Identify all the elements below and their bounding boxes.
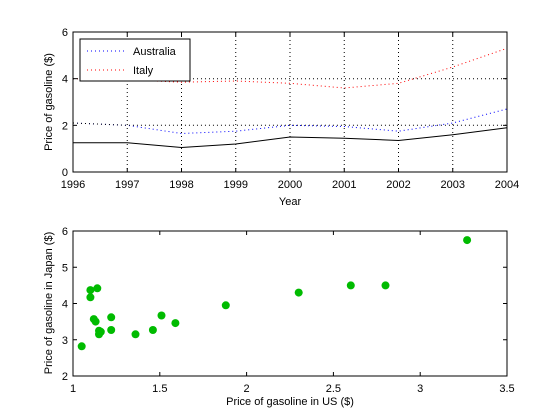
x-tick-label: 2003 [441,179,465,191]
y-tick-label: 6 [62,27,68,39]
line-chart-ylabel: Price of gasoline ($) [43,53,55,151]
scatter-point [93,284,102,293]
x-tick-label: 2000 [278,179,302,191]
x-tick-label: 1998 [169,179,193,191]
scatter-point [86,293,95,302]
scatter-chart-xlabel: Price of gasoline in US ($) [226,396,354,408]
series-line-australia [72,108,508,135]
scatter-point [131,330,140,339]
y-tick-label: 4 [62,74,68,86]
x-tick-label: 2002 [386,179,410,191]
x-tick-label: 1 [70,383,76,395]
scatter-point [86,286,95,295]
x-tick-label: 2004 [495,179,519,191]
scatter-point [346,281,355,290]
scatter-point [221,301,230,310]
x-tick-label: 2001 [332,179,356,191]
scatter-point [148,326,157,334]
line-chart-xlabel: Year [279,196,302,208]
scatter-chart: 1 1.5 2 2.5 3 3.5 2 3 4 5 6 Price of gasoline in U… [43,226,515,408]
legend-box [79,38,191,82]
scatter-chart-ticks: 1 1.5 2 2.5 3 3.5 2 3 4 5 6 [62,226,515,395]
scatter-chart-ylabel: Price of gasoline in Japan ($) [43,232,55,374]
y-tick-label: 4 [62,299,68,311]
scatter-point [294,288,303,297]
scatter-point [463,236,472,245]
y-tick-label: 2 [62,120,68,132]
line-chart-grid [126,32,454,172]
x-tick-label: 1997 [115,179,139,191]
line-chart: 1996 1997 1998 1999 2000 2001 2002 2003 2004 0 2 4 6… [43,27,519,208]
scatter-point [157,311,166,320]
x-tick-label: 3.5 [499,383,514,395]
x-tick-label: 2.5 [326,383,341,395]
scatter-points-group [77,236,472,351]
scatter-point [91,317,100,326]
x-tick-label: 3 [417,383,423,395]
y-tick-label: 6 [62,226,68,238]
line-chart-legend: Australia Italy [79,38,191,82]
series-line-3 [72,122,507,126]
y-tick-label: 5 [62,262,68,274]
y-tick-label: 2 [62,371,68,383]
scatter-point [171,319,180,328]
y-tick-label: 0 [62,167,68,179]
y-tick-label: 3 [62,335,68,347]
scatter-point [381,281,390,290]
x-tick-label: 1999 [224,179,248,191]
scatter-point [107,313,116,322]
x-tick-label: 2 [244,383,250,395]
scatter-chart-plot-area [73,231,507,376]
legend-label-italy: Italy [133,65,154,77]
scatter-point [107,326,116,334]
legend-label-australia: Australia [133,46,177,58]
scatter-point [96,327,105,336]
line-chart-ticks: 1996 1997 1998 1999 2000 2001 2002 2003 2004 0 2 4 6 [61,27,519,191]
series-line-4 [73,127,508,149]
x-tick-label: 1996 [61,179,85,191]
x-tick-label: 1.5 [152,383,167,395]
scatter-point [77,342,86,351]
